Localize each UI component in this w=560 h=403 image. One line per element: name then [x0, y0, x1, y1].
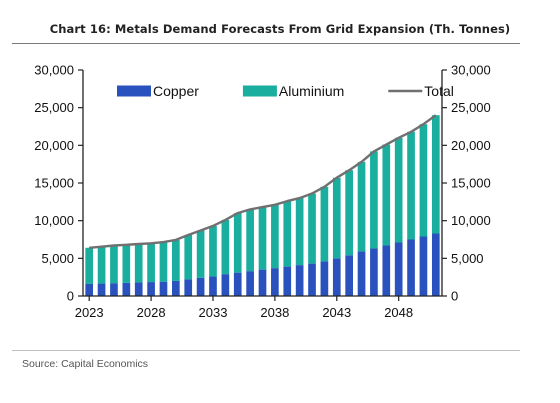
x-tick-label: 2048	[384, 305, 413, 320]
bar-aluminium	[172, 239, 180, 281]
bar-aluminium	[159, 242, 168, 282]
y-tick-label-right: 30,000	[451, 63, 491, 78]
bar-aluminium	[407, 131, 415, 240]
bar-copper	[134, 282, 143, 296]
y-tick-label-right: 5,000	[451, 251, 484, 266]
bar-copper	[320, 261, 329, 296]
x-tick-label: 2038	[260, 305, 289, 320]
legend-label-copper: Copper	[153, 83, 199, 99]
bar-aluminium	[221, 219, 230, 275]
bar-copper	[394, 242, 403, 296]
bar-copper	[407, 239, 415, 296]
bar-aluminium	[332, 177, 341, 259]
bar-aluminium	[110, 245, 118, 284]
bar-copper	[419, 236, 428, 296]
bar-copper	[295, 265, 304, 296]
bar-aluminium	[283, 201, 292, 267]
bar-aluminium	[308, 193, 316, 264]
source-note: Source: Capital Economics	[22, 358, 149, 370]
legend-label-aluminium: Aluminium	[279, 83, 344, 99]
bar-aluminium	[382, 144, 391, 246]
bar-copper	[147, 282, 155, 296]
bar-aluminium	[233, 213, 242, 273]
bar-copper	[370, 248, 378, 296]
bar-aluminium	[345, 170, 353, 256]
y-tick-label-right: 15,000	[451, 176, 491, 191]
bar-aluminium	[295, 198, 304, 266]
bar-copper	[357, 251, 366, 296]
bar-copper	[209, 276, 217, 296]
bar-copper	[196, 277, 205, 296]
bar-aluminium	[357, 161, 366, 252]
y-tick-label-right: 0	[451, 289, 458, 304]
bar-aluminium	[419, 124, 428, 237]
bar-aluminium	[431, 115, 440, 234]
y-tick-label-left: 30,000	[34, 63, 74, 78]
y-tick-label-left: 0	[67, 289, 74, 304]
bar-aluminium	[246, 209, 254, 272]
y-tick-label-left: 20,000	[34, 138, 74, 153]
bar-copper	[159, 281, 168, 296]
bar-copper	[283, 266, 292, 296]
y-tick-label-left: 5,000	[41, 251, 74, 266]
bar-aluminium	[320, 186, 329, 262]
x-tick-label: 2033	[199, 305, 228, 320]
legend-label-total: Total	[424, 83, 454, 99]
bar-copper	[221, 274, 230, 296]
y-tick-label-left: 15,000	[34, 176, 74, 191]
bar-aluminium	[85, 247, 94, 284]
y-tick-label-right: 10,000	[451, 213, 491, 228]
bar-aluminium	[271, 204, 279, 269]
y-tick-label-left: 25,000	[34, 100, 74, 115]
y-tick-label-left: 10,000	[34, 213, 74, 228]
legend-swatch-aluminium	[242, 85, 277, 97]
x-tick-label: 2043	[322, 305, 351, 320]
footer-rule	[12, 350, 520, 351]
bar-copper	[332, 258, 341, 296]
bar-copper	[431, 233, 440, 296]
bar-copper	[345, 255, 353, 296]
chart-title: Chart 16: Metals Demand Forecasts From G…	[49, 22, 511, 36]
bar-aluminium	[122, 244, 131, 283]
line-total	[89, 114, 437, 249]
y-tick-label-right: 20,000	[451, 138, 491, 153]
bar-copper	[172, 280, 180, 296]
bar-aluminium	[209, 225, 217, 277]
bar-copper	[382, 245, 391, 296]
bar-aluminium	[147, 243, 155, 283]
bar-copper	[110, 283, 118, 296]
bar-aluminium	[258, 207, 267, 270]
bar-aluminium	[394, 137, 403, 243]
bar-copper	[122, 282, 131, 296]
legend-swatch-copper	[117, 85, 151, 97]
bar-copper	[308, 263, 316, 296]
bar-aluminium	[196, 230, 205, 278]
bar-copper	[258, 269, 267, 296]
bar-aluminium	[134, 244, 143, 283]
bar-aluminium	[97, 246, 106, 284]
bar-aluminium	[370, 151, 378, 249]
bar-copper	[85, 283, 94, 296]
bar-copper	[97, 283, 106, 296]
bar-copper	[246, 271, 254, 296]
bar-copper	[271, 268, 279, 296]
bar-aluminium	[184, 234, 193, 280]
x-tick-label: 2023	[75, 305, 104, 320]
bar-copper	[184, 279, 193, 296]
x-tick-label: 2028	[137, 305, 166, 320]
bar-copper	[233, 272, 242, 296]
y-tick-label-right: 25,000	[451, 100, 491, 115]
